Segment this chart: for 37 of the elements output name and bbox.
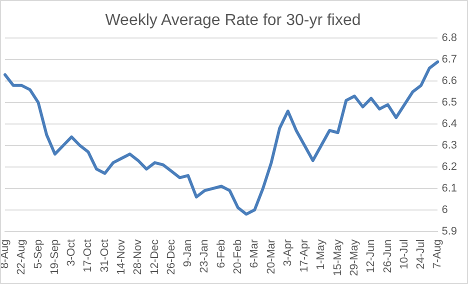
x-tick-label: 9-Jan: [182, 239, 194, 267]
x-tick-label: 12-Jun: [365, 239, 378, 273]
y-tick-label: 6.3: [442, 140, 458, 152]
x-tick-label: 31-Oct: [98, 239, 111, 272]
y-tick-label: 6.6: [442, 75, 458, 88]
y-tick-label: 6.8: [442, 32, 458, 44]
x-tick-label: 5-Sep: [32, 239, 44, 269]
x-tick-label: 6-Mar: [248, 238, 261, 268]
x-tick-label: 20-Mar: [265, 238, 278, 274]
x-tick-label: 24-Jul: [415, 239, 428, 270]
x-tick-label: 19-Sep: [48, 239, 61, 275]
y-tick-label: 6.4: [442, 118, 458, 130]
y-tick-label: 6.5: [442, 96, 458, 109]
x-tick-label: 23-Jan: [198, 239, 211, 273]
x-tick-label: 22-Aug: [16, 239, 28, 275]
x-tick-label: 3-Oct: [66, 239, 78, 266]
x-tick-label: 29-May: [348, 238, 361, 276]
x-tick-label: 6-Feb: [215, 239, 228, 268]
x-tick-label: 10-Jul: [398, 239, 410, 270]
x-tick-label: 14-Nov: [116, 238, 128, 275]
chart-title: Weekly Average Rate for 30-yr fixed: [105, 12, 361, 30]
x-tick-label: 20-Feb: [232, 239, 244, 274]
x-tick-label: 12-Dec: [148, 238, 161, 275]
x-tick-label: 3-Apr: [282, 238, 294, 266]
x-tick-label: 1-May: [315, 238, 328, 270]
x-tick-label: 17-Oct: [82, 239, 94, 272]
y-tick-label: 6.1: [442, 182, 458, 194]
x-tick-label: 15-May: [332, 238, 344, 276]
x-tick-label: 28-Nov: [132, 238, 144, 275]
y-tick-label: 6: [442, 204, 448, 216]
x-tick-label: 26-Jun: [382, 239, 394, 273]
y-tick-label: 6.2: [442, 160, 458, 173]
x-tick-label: 7-Aug: [432, 239, 444, 269]
y-tick-label: 5.9: [442, 225, 458, 238]
x-tick-label: 17-Apr: [298, 239, 311, 272]
x-tick-label: 26-Dec: [165, 238, 178, 275]
y-tick-label: 6.7: [442, 54, 458, 66]
